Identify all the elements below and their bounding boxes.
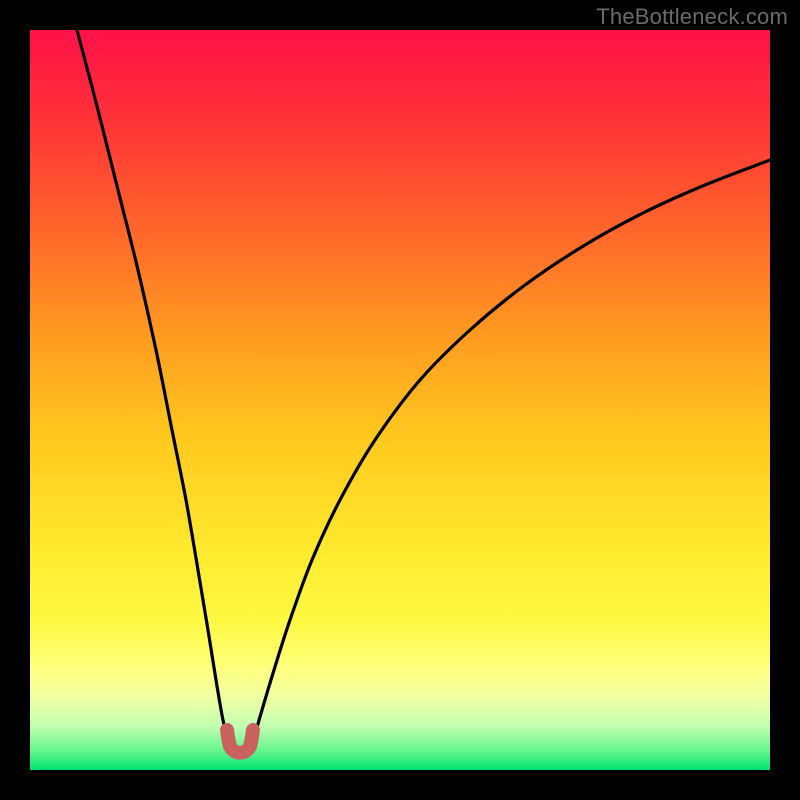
plot-background (30, 30, 770, 770)
watermark-text: TheBottleneck.com (596, 4, 788, 30)
chart-frame: TheBottleneck.com (0, 0, 800, 800)
plot-area (30, 30, 770, 770)
plot-svg (30, 30, 770, 770)
